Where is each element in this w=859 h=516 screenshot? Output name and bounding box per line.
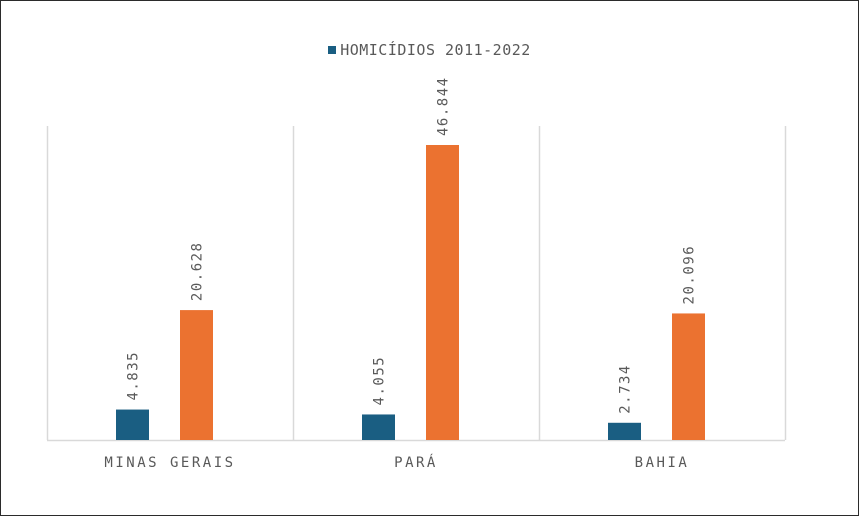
bar-homicidios-1 [362,414,395,440]
legend-swatch-homicidios [328,46,337,54]
bar-series2-2 [672,313,705,440]
x-tick-label: BAHIA [635,455,690,471]
data-label: 4.835 [126,351,142,401]
x-tick-label: PARÁ [394,454,438,471]
bar-homicidios-2 [608,422,641,440]
data-label: 4.055 [372,356,388,406]
legend: HOMICÍDIOS 2011-2022 [1,41,858,59]
x-tick-label: MINAS GERAIS [104,455,235,471]
legend-label-homicidios: HOMICÍDIOS 2011-2022 [340,41,531,59]
bar-series2-1 [426,145,459,440]
data-label: 2.734 [618,364,634,414]
data-label: 46.844 [436,76,452,136]
data-label: 20.096 [682,245,698,305]
bar-series2-0 [180,310,213,440]
data-label: 20.628 [190,242,206,302]
bar-homicidios-0 [116,409,149,440]
